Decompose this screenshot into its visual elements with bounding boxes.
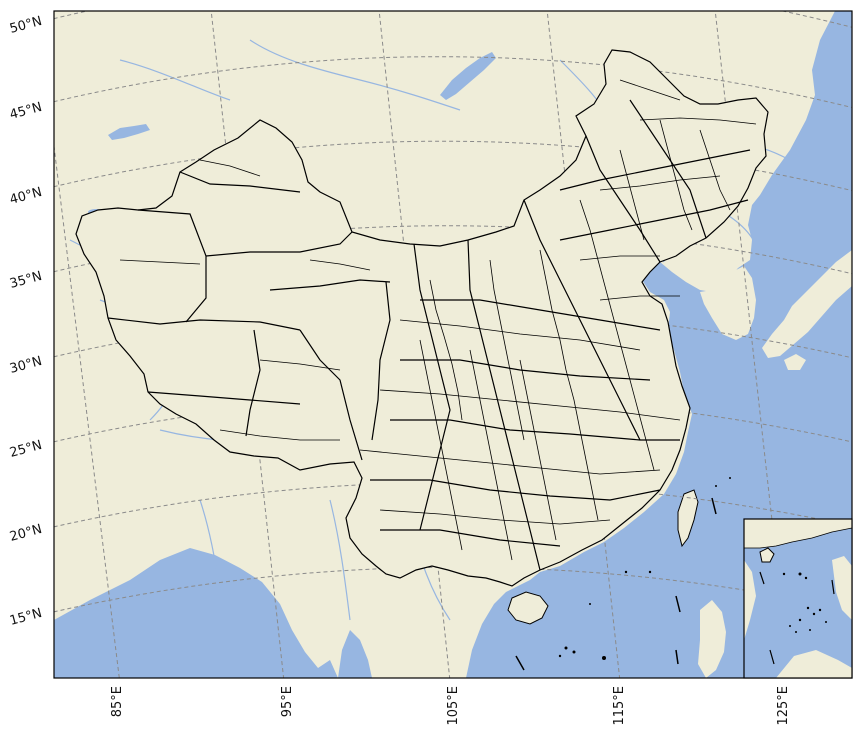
lat-label-20n: 20°N: [8, 522, 44, 545]
china-outline: [75, 49, 769, 587]
lat-label-15n: 15°N: [8, 606, 44, 629]
lon-label-105e: 105°E: [446, 686, 461, 726]
longitude-labels: 85°E 95°E 105°E 115°E 125°E: [110, 686, 791, 726]
ocean-bay-of-bengal: [54, 548, 338, 678]
lat-label-25n: 25°N: [8, 438, 44, 461]
japan-kyushu-honshu: [762, 250, 852, 358]
south-sea-islands: [558, 477, 731, 660]
lon-label-125e: 125°E: [776, 686, 791, 726]
inset-frame: [743, 518, 853, 679]
inset-hainan: [759, 547, 775, 563]
korean-peninsula: [700, 266, 756, 340]
inset-islands: [782, 572, 827, 633]
main-map-panel: [54, 11, 852, 678]
taiwan-island: [677, 489, 699, 548]
ocean-pacific-east: [466, 11, 852, 678]
japan-shikoku: [784, 354, 806, 370]
ocean-andaman-sea: [338, 630, 372, 678]
latitude-labels: 50°N 45°N 40°N 35°N 30°N 25°N 20°N 15°N: [8, 14, 44, 629]
lon-label-95e: 95°E: [280, 686, 295, 717]
lat-label-30n: 30°N: [8, 354, 44, 377]
main-map-frame: [53, 10, 853, 679]
inset-borneo: [776, 650, 852, 678]
inset-indochina: [744, 560, 756, 640]
inset-mainland: [744, 519, 852, 549]
county-borders: [119, 79, 757, 561]
inset-philippines: [832, 556, 852, 620]
lat-label-50n: 50°N: [8, 14, 44, 37]
lake-balkhash: [108, 124, 150, 140]
hainan-island: [507, 591, 549, 625]
lon-label-115e: 115°E: [612, 686, 627, 726]
philippines-luzon: [698, 600, 726, 678]
lat-label-45n: 45°N: [8, 100, 44, 123]
lat-label-35n: 35°N: [8, 269, 44, 292]
south-china-sea-inset: [743, 518, 853, 679]
lon-label-85e: 85°E: [110, 686, 125, 717]
nine-dash-line: [515, 497, 717, 671]
lake-baikal: [440, 52, 496, 100]
lat-label-40n: 40°N: [8, 185, 44, 208]
